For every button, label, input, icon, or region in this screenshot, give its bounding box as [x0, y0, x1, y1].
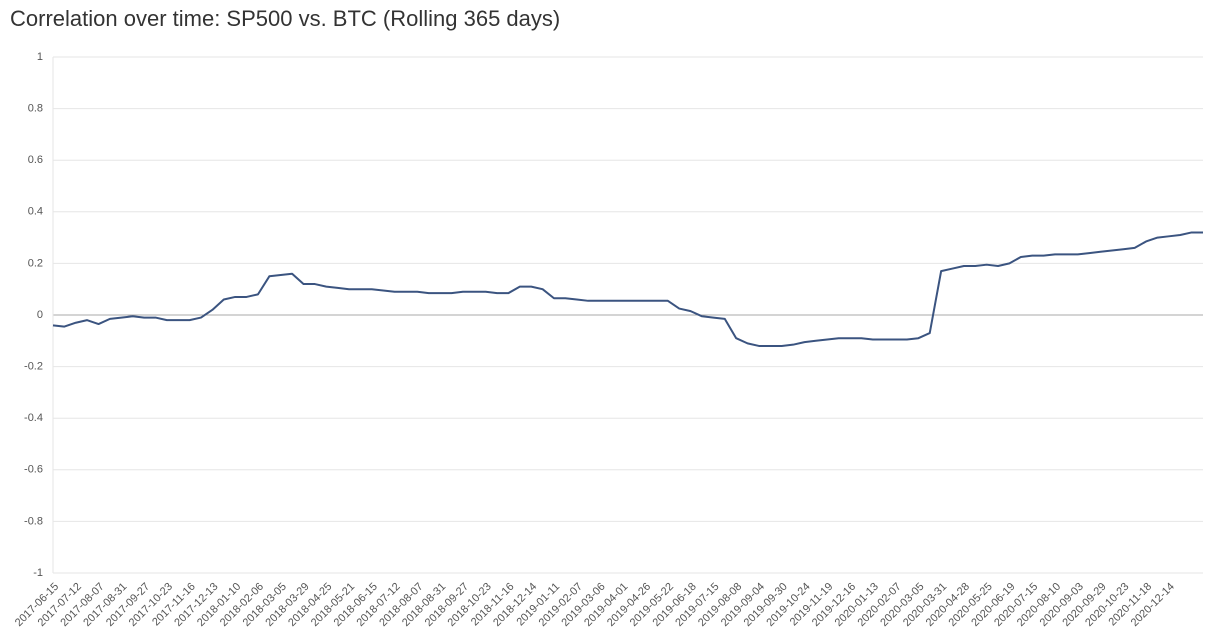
y-tick-label: -0.8	[24, 515, 43, 527]
y-tick-label: -0.4	[24, 412, 43, 424]
y-tick-label: 0.2	[28, 257, 43, 269]
y-tick-label: -0.6	[24, 464, 43, 476]
y-tick-label: 1	[37, 51, 43, 63]
y-tick-label: -1	[33, 567, 43, 579]
y-tick-label: 0	[37, 309, 43, 321]
data-line	[52, 231, 1203, 347]
y-tick-label: 0.8	[28, 103, 43, 115]
y-tick-label: 0.6	[28, 154, 43, 166]
y-tick-label: 0.4	[28, 206, 43, 218]
chart-title: Correlation over time: SP500 vs. BTC (Ro…	[10, 6, 560, 31]
y-tick-label: -0.2	[24, 361, 43, 373]
